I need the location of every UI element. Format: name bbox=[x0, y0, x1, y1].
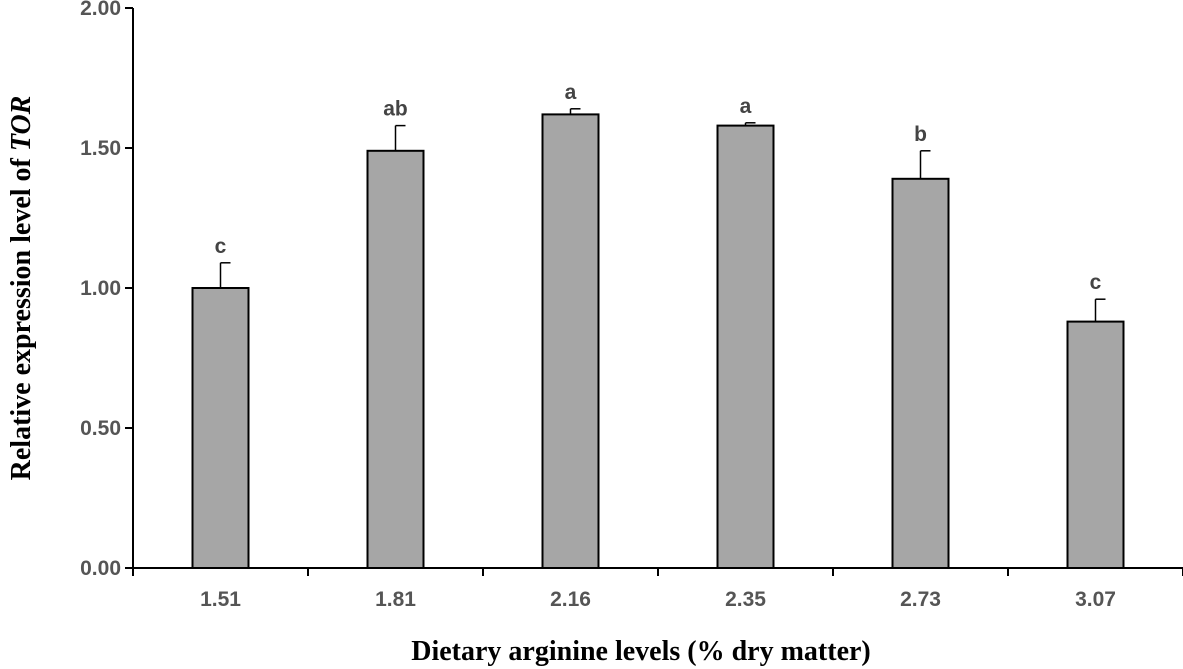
x-tick-label: 2.35 bbox=[725, 588, 766, 611]
bar bbox=[366, 149, 425, 570]
y-tick-label: 1.50 bbox=[80, 137, 121, 160]
x-tick-label: 3.07 bbox=[1075, 588, 1116, 611]
y-axis-title: Relative expression level of TOR bbox=[6, 96, 37, 481]
y-tick-label: 0.50 bbox=[80, 417, 121, 440]
significance-label: a bbox=[740, 95, 752, 118]
y-tick-label: 2.00 bbox=[80, 0, 121, 20]
bar bbox=[891, 177, 950, 570]
y-ticks-layer: 0.00 0.50 1.00 1.50 2.00 bbox=[80, 0, 133, 580]
axes-layer bbox=[132, 8, 1183, 569]
bar bbox=[191, 287, 250, 569]
y-axis-title-gene: TOR bbox=[6, 96, 37, 152]
significance-label: a bbox=[565, 81, 577, 104]
bar bbox=[1066, 320, 1125, 569]
y-tick-label: 1.00 bbox=[80, 277, 121, 300]
bar bbox=[716, 124, 775, 569]
x-tick-label: 2.16 bbox=[550, 588, 591, 611]
x-tick-label: 1.51 bbox=[200, 588, 241, 611]
bars-layer bbox=[191, 113, 1125, 570]
error-bars-layer bbox=[219, 108, 1106, 322]
significance-label: c bbox=[1090, 271, 1102, 294]
y-axis-title-text: Relative expression level of bbox=[6, 151, 37, 480]
x-axis-title: Dietary arginine levels (% dry matter) bbox=[411, 636, 871, 667]
bar bbox=[541, 113, 600, 570]
significance-label: ab bbox=[383, 98, 408, 121]
significance-label: b bbox=[914, 123, 927, 146]
significance-label: c bbox=[215, 235, 227, 258]
y-tick-label: 0.00 bbox=[80, 557, 121, 580]
x-tick-label: 2.73 bbox=[900, 588, 941, 611]
x-tick-label: 1.81 bbox=[375, 588, 416, 611]
x-ticks-layer: 1.51 1.81 2.16 2.35 2.73 3.07 bbox=[132, 568, 1183, 611]
